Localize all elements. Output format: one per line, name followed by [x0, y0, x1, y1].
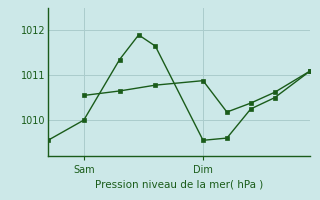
X-axis label: Pression niveau de la mer( hPa ): Pression niveau de la mer( hPa ): [95, 179, 263, 189]
